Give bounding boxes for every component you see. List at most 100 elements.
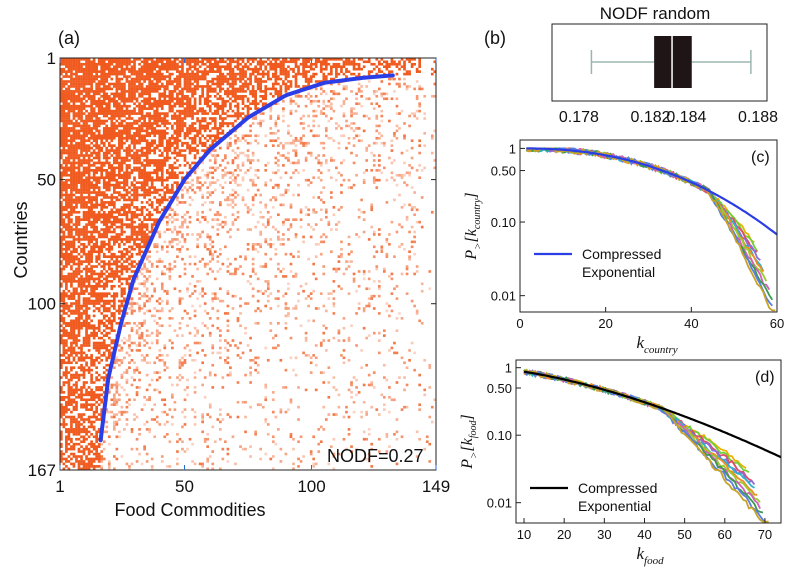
heatmap-cell: [60, 144, 63, 147]
heatmap-cell: [87, 156, 91, 160]
heatmap-cell: [120, 304, 124, 308]
heatmap-cell: [92, 294, 96, 298]
heatmap-cell: [150, 132, 154, 135]
heatmap-cell: [176, 129, 179, 133]
heatmap-cell: [140, 107, 144, 110]
heatmap-cell: [178, 275, 182, 278]
heatmap-cell: [67, 134, 71, 138]
heatmap-cell: [77, 447, 81, 451]
heatmap-cell: [165, 80, 169, 83]
heatmap-cell: [181, 196, 184, 199]
heatmap-cell: [118, 173, 121, 177]
heatmap-cell: [218, 58, 222, 61]
heatmap-cell: [97, 80, 101, 83]
heatmap-cell: [201, 95, 204, 98]
heatmap-cell: [168, 65, 172, 69]
heatmap-cell: [183, 213, 187, 217]
heatmap-cell: [176, 75, 179, 78]
heatmap-cell: [183, 80, 187, 83]
heatmap-cell: [85, 324, 88, 328]
heatmap-cell: [123, 102, 126, 106]
heatmap-cell: [75, 99, 78, 103]
heatmap-cell: [160, 85, 164, 88]
heatmap-cell: [90, 257, 93, 261]
heatmap-cell: [70, 368, 73, 372]
heatmap-cell: [112, 395, 116, 399]
heatmap-cell: [75, 149, 78, 152]
heatmap-cell: [135, 386, 139, 389]
heatmap-cell: [145, 341, 149, 345]
heatmap-cell: [150, 465, 154, 468]
heatmap-cell: [145, 127, 149, 130]
heatmap-cell: [123, 183, 126, 187]
heatmap-cell: [191, 90, 194, 93]
heatmap-cell: [80, 119, 83, 123]
heatmap-cell: [102, 324, 106, 328]
heatmap-cell: [133, 233, 136, 236]
heatmap-cell: [123, 75, 126, 78]
heatmap-cell: [128, 171, 131, 175]
heatmap-cell: [107, 62, 111, 66]
heatmap-cell: [60, 114, 63, 118]
heatmap-cell: [153, 134, 157, 138]
heatmap-cell: [186, 393, 189, 397]
heatmap-cell: [92, 447, 96, 451]
heatmap-cell: [112, 159, 116, 162]
heatmap-cell: [100, 75, 104, 78]
heatmap-cell: [120, 134, 124, 138]
heatmap-cell: [128, 186, 131, 189]
heatmap-cell: [208, 171, 212, 175]
heatmap-cell: [85, 65, 88, 69]
heatmap-cell: [97, 136, 101, 140]
heatmap-cell: [163, 178, 167, 182]
heatmap-cell: [65, 208, 68, 212]
heatmap-cell: [216, 213, 220, 217]
heatmap-cell: [206, 196, 210, 199]
heatmap-cell: [125, 405, 129, 409]
heatmap-cell: [120, 277, 124, 281]
heatmap-cell: [90, 72, 93, 76]
heatmap-cell: [72, 181, 76, 184]
heatmap-cell: [171, 97, 174, 101]
heatmap-cell: [178, 75, 182, 78]
heatmap-cell: [107, 462, 111, 466]
heatmap-cell: [92, 58, 96, 61]
heatmap-cell: [60, 243, 63, 246]
heatmap-cell: [67, 255, 71, 258]
heatmap-cell: [145, 225, 149, 229]
heatmap-cell: [123, 252, 126, 256]
heatmap-cell: [82, 171, 86, 175]
heatmap-cell: [140, 173, 144, 177]
heatmap-cell: [60, 223, 63, 226]
heatmap-cell: [193, 169, 197, 172]
heatmap-cell: [165, 102, 169, 106]
heatmap-cell: [85, 403, 88, 407]
heatmap-cell: [216, 134, 220, 138]
heatmap-cell: [171, 95, 174, 98]
heatmap-cell: [97, 252, 101, 256]
heatmap-cell: [75, 97, 78, 101]
heatmap-cell: [65, 151, 68, 155]
heatmap-cell: [77, 198, 81, 202]
heatmap-cell: [92, 299, 96, 303]
heatmap-cell: [176, 213, 179, 217]
heatmap-cell: [87, 356, 91, 360]
heatmap-cell: [176, 173, 179, 177]
heatmap-cell: [92, 398, 96, 402]
heatmap-cell: [67, 65, 71, 69]
heatmap-cell: [211, 245, 215, 249]
heatmap-cell: [198, 95, 202, 98]
heatmap-cell: [77, 146, 81, 150]
heatmap-cell: [176, 109, 179, 113]
heatmap-cell: [160, 410, 164, 414]
heatmap-cell: [173, 112, 177, 115]
heatmap-cell: [216, 97, 220, 101]
heatmap-cell: [67, 112, 71, 115]
heatmap-cell: [70, 344, 73, 347]
heatmap-cell: [155, 82, 159, 86]
heatmap-cell: [70, 324, 73, 328]
heatmap-cell: [125, 80, 129, 83]
heatmap-cell: [80, 243, 83, 246]
heatmap-cell: [85, 114, 88, 118]
heatmap-cell: [143, 60, 146, 64]
